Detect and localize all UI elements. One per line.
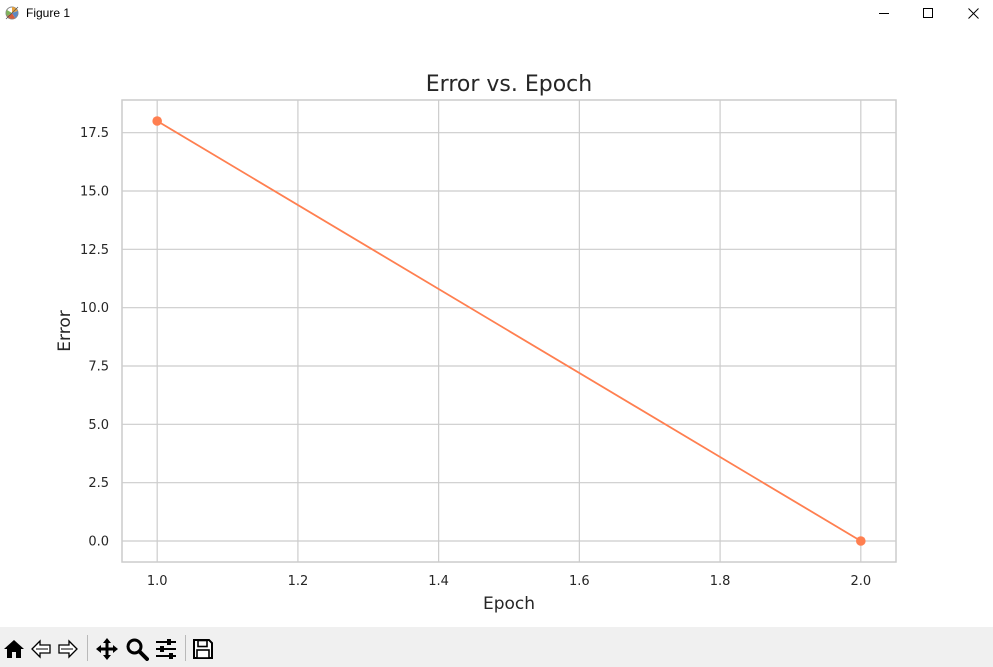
y-tick-label: 5.0 (88, 418, 109, 433)
x-tick-label: 1.4 (428, 574, 449, 589)
zoom-button[interactable] (125, 637, 149, 661)
chart-title: Error vs. Epoch (426, 72, 592, 97)
home-button[interactable] (2, 637, 26, 661)
home-icon (3, 638, 25, 660)
forward-button[interactable] (56, 637, 80, 661)
x-tick-label: 1.8 (710, 574, 731, 589)
minimize-icon (879, 8, 889, 18)
navigation-toolbar (0, 627, 993, 667)
x-tick-label: 1.6 (569, 574, 590, 589)
tick-layer: 1.0 1.2 1.4 1.6 1.8 2.0 0.0 2.5 5.0 7.5 10.0 12.5 15… (80, 126, 871, 589)
pan-icon (95, 637, 119, 661)
x-tick-label: 1.2 (288, 574, 309, 589)
matplotlib-figure-icon (4, 5, 20, 21)
figure-canvas[interactable]: 1.0 1.2 1.4 1.6 1.8 2.0 0.0 2.5 5.0 7.5 10.0 12.5 15… (0, 26, 993, 627)
save-button[interactable] (191, 637, 215, 661)
y-tick-label: 10.0 (80, 301, 109, 316)
close-icon (967, 7, 979, 19)
series-line (156, 120, 862, 542)
toolbar-separator (87, 635, 88, 661)
configure-subplots-button[interactable] (154, 637, 178, 661)
back-button[interactable] (29, 637, 53, 661)
axes-frame (121, 99, 897, 563)
close-button[interactable] (950, 0, 993, 26)
x-axis-label: Epoch (483, 594, 535, 614)
toolbar-separator (185, 635, 186, 661)
forward-arrow-icon (57, 638, 79, 660)
series-layer (152, 116, 866, 546)
y-tick-label: 17.5 (80, 126, 109, 141)
grid-layer (122, 100, 896, 562)
x-tick-label: 1.0 (147, 574, 168, 589)
y-tick-label: 2.5 (88, 476, 109, 491)
y-tick-label: 15.0 (80, 185, 109, 200)
data-point (152, 116, 162, 126)
y-tick-label: 7.5 (88, 360, 109, 375)
maximize-icon (923, 8, 933, 18)
chart: 1.0 1.2 1.4 1.6 1.8 2.0 0.0 2.5 5.0 7.5 10.0 12.5 15… (55, 72, 897, 614)
save-icon (192, 638, 214, 660)
minimize-button[interactable] (861, 0, 907, 26)
configure-subplots-icon (154, 637, 178, 661)
zoom-icon (125, 637, 149, 661)
y-tick-label: 0.0 (88, 535, 109, 550)
back-arrow-icon (30, 638, 52, 660)
pan-button[interactable] (95, 637, 119, 661)
y-axis-label: Error (55, 310, 75, 351)
window-title: Figure 1 (26, 6, 71, 20)
maximize-button[interactable] (905, 0, 951, 26)
y-tick-label: 12.5 (80, 243, 109, 258)
x-tick-label: 2.0 (850, 574, 871, 589)
data-point (856, 536, 866, 546)
title-bar: Figure 1 (0, 0, 993, 26)
